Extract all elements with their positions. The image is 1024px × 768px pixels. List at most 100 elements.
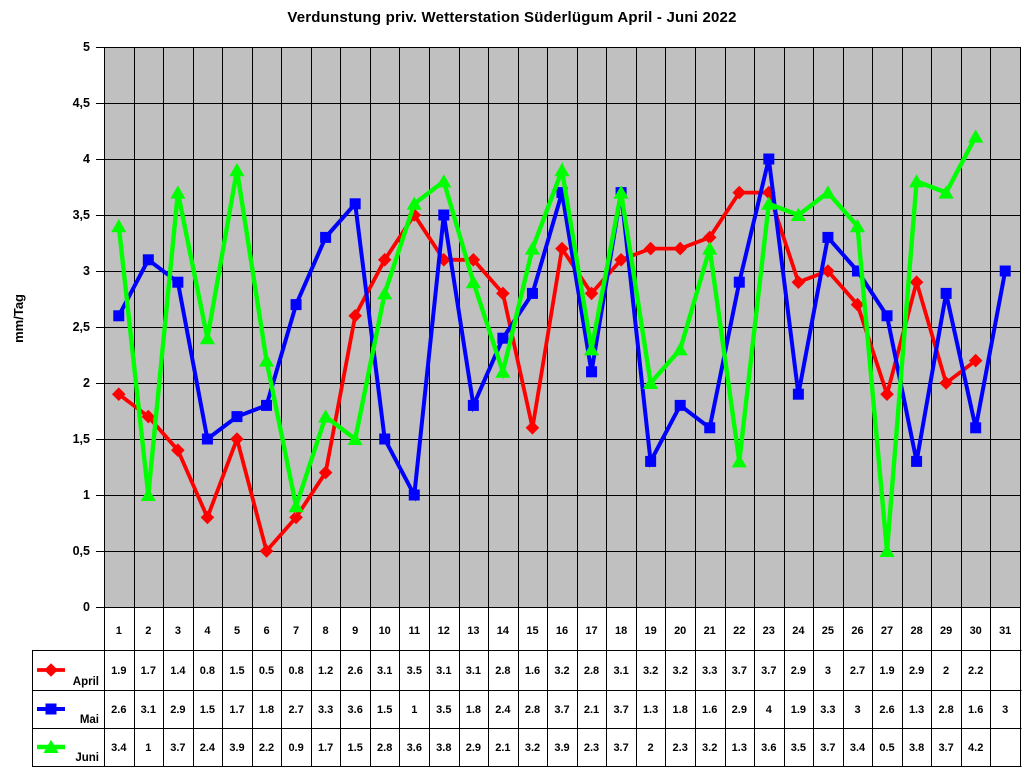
- triangle-marker: [140, 487, 156, 501]
- day-header-label: 8: [323, 625, 329, 637]
- day-header-label: 23: [763, 625, 775, 637]
- square-marker: [851, 265, 863, 277]
- triangle-marker: [318, 409, 334, 423]
- square-marker: [408, 489, 420, 501]
- day-header-label: 31: [999, 625, 1011, 637]
- diamond-marker: [968, 353, 983, 368]
- table-value: 2.3: [673, 742, 688, 754]
- y-tick-label: 5: [83, 40, 90, 54]
- square-marker: [172, 276, 184, 288]
- table-value: 2.7: [850, 665, 865, 677]
- legend-key-juni: [37, 739, 65, 753]
- square-marker: [792, 388, 804, 400]
- diamond-marker: [44, 663, 58, 677]
- table-value: 3.5: [436, 704, 451, 716]
- day-header-label: 7: [293, 625, 299, 637]
- square-marker: [556, 187, 568, 199]
- table-value: 2.7: [288, 704, 303, 716]
- diamond-marker: [939, 376, 953, 390]
- table-value: 1.5: [377, 704, 392, 716]
- table-value: 3.8: [909, 742, 924, 754]
- diamond-marker: [171, 443, 185, 457]
- table-value: 3.6: [761, 742, 776, 754]
- table-value: 3.7: [170, 742, 185, 754]
- day-header-label: 14: [497, 625, 510, 637]
- table-value: 2.9: [466, 742, 481, 754]
- table-value: 3.1: [436, 665, 451, 677]
- table-value: 2.3: [584, 742, 599, 754]
- table-value: 2.6: [348, 665, 363, 677]
- square-marker: [497, 332, 509, 344]
- day-header-label: 3: [175, 625, 181, 637]
- day-header-label: 5: [234, 625, 240, 637]
- y-tick-label: 0,5: [72, 544, 90, 558]
- triangle-marker: [761, 196, 777, 210]
- table-value: 3.1: [377, 665, 392, 677]
- square-marker: [911, 455, 923, 467]
- table-value: 3.3: [318, 704, 333, 716]
- square-marker: [438, 209, 450, 221]
- table-value: 0.9: [288, 742, 303, 754]
- table-value: 3: [825, 665, 831, 677]
- table-value: 2: [648, 742, 654, 754]
- series-juni: [111, 129, 984, 557]
- series-line-april: [117, 190, 977, 555]
- table-value: 1.9: [879, 665, 894, 677]
- table-value: 3.2: [525, 742, 540, 754]
- square-marker: [940, 287, 952, 299]
- table-value: 2.8: [377, 742, 392, 754]
- day-header-label: 6: [263, 625, 269, 637]
- legend-label: Juni: [75, 752, 99, 764]
- table-value: 3.7: [613, 704, 628, 716]
- table-value: 3.3: [820, 704, 835, 716]
- diamond-marker: [673, 241, 687, 256]
- table-value: 3.7: [732, 665, 747, 677]
- diamond-marker: [732, 185, 747, 200]
- diamond-marker: [525, 421, 540, 435]
- table-value: 4.2: [968, 742, 983, 754]
- y-tick-label: 3: [83, 264, 90, 278]
- table-value: 1: [411, 704, 417, 716]
- diamond-marker: [821, 264, 835, 278]
- day-header-label: 17: [585, 625, 597, 637]
- y-axis-title: mm/Tag: [11, 294, 26, 343]
- table-value: 1.7: [141, 665, 156, 677]
- y-tick-label: 0: [83, 600, 90, 614]
- table-value: 3.2: [554, 665, 569, 677]
- table-value: 1: [145, 742, 151, 754]
- table-value: 2.9: [909, 665, 924, 677]
- table-value: 3.2: [673, 665, 688, 677]
- day-header-label: 4: [204, 625, 211, 637]
- legend-label: Mai: [80, 714, 99, 726]
- series-april: [111, 185, 983, 558]
- triangle-marker: [465, 275, 481, 289]
- table-value: 1.5: [348, 742, 363, 754]
- diamond-marker: [702, 230, 717, 245]
- table-value: 3.8: [436, 742, 451, 754]
- table-value: 3.7: [554, 704, 569, 716]
- triangle-marker: [288, 499, 304, 513]
- diamond-marker: [614, 253, 628, 267]
- table-value: 1.2: [318, 665, 333, 677]
- table-value: 2.8: [525, 704, 540, 716]
- day-header-label: 9: [352, 625, 358, 637]
- square-marker: [349, 198, 361, 210]
- triangle-marker: [702, 241, 718, 255]
- diamond-marker: [909, 275, 924, 289]
- table-value: 2.8: [584, 665, 599, 677]
- square-marker: [822, 231, 834, 243]
- triangle-marker: [347, 431, 363, 445]
- triangle-marker: [495, 364, 511, 378]
- legend-key-mai: [37, 703, 65, 715]
- table-value: 3: [1002, 704, 1008, 716]
- table-value: 1.5: [200, 704, 215, 716]
- table-value: 2.9: [170, 704, 185, 716]
- diamond-marker: [318, 465, 333, 480]
- table-value: 3.2: [643, 665, 658, 677]
- square-marker: [290, 299, 302, 311]
- table-value: 2.4: [200, 742, 216, 754]
- day-header-label: 21: [704, 625, 716, 637]
- triangle-marker: [879, 543, 895, 557]
- table-value: 1.3: [909, 704, 924, 716]
- square-marker: [999, 265, 1011, 277]
